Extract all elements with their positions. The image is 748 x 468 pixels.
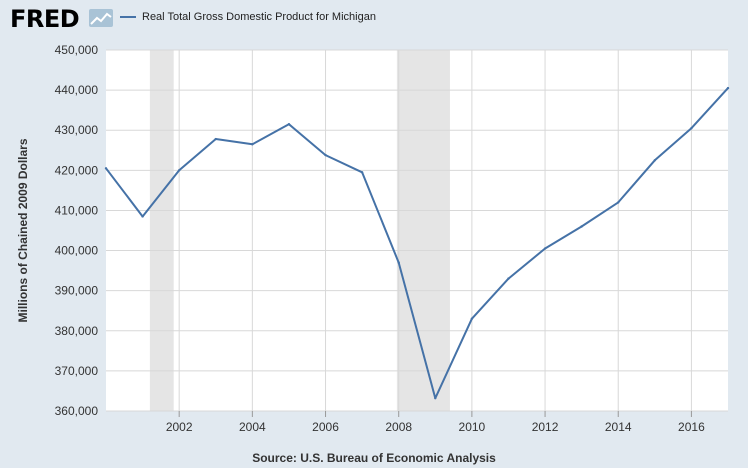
y-tick-label: 380,000 <box>55 324 99 338</box>
gridlines <box>106 49 728 412</box>
x-tick-label: 2004 <box>239 420 266 434</box>
data-point <box>690 127 693 130</box>
legend: Real Total Gross Domestic Product for Mi… <box>120 11 376 23</box>
data-point <box>726 86 730 90</box>
data-point <box>507 277 510 280</box>
y-axis-label: Millions of Chained 2009 Dollars <box>16 138 30 322</box>
y-tick-label: 410,000 <box>55 203 99 217</box>
data-point <box>251 143 254 146</box>
series-line <box>105 87 729 400</box>
recession-band <box>149 50 174 411</box>
x-tick-label: 2008 <box>385 420 412 434</box>
x-tick-label: 2012 <box>532 420 559 434</box>
data-point <box>543 247 547 250</box>
data-point <box>653 159 657 162</box>
y-axis-ticks: 360,000 370,000 380,000 390,000 400,000 410,0… <box>55 43 99 418</box>
y-tick-label: 430,000 <box>55 123 99 137</box>
data-point <box>470 317 474 320</box>
y-tick-label: 450,000 <box>55 43 99 57</box>
y-tick-label: 390,000 <box>55 284 99 298</box>
data-point <box>434 396 437 400</box>
data-point <box>104 167 108 170</box>
y-tick-label: 440,000 <box>55 83 99 97</box>
x-tick-label: 2016 <box>678 420 705 434</box>
header: FRED Real Total Gross Domestic Product f… <box>0 0 748 36</box>
y-tick-label: 420,000 <box>55 163 99 177</box>
x-axis-ticks: 2002 2004 2006 2008 2010 2012 2014 2016 <box>166 411 705 434</box>
data-point <box>324 153 327 157</box>
data-point <box>214 137 217 141</box>
line-chart-badge-icon <box>89 9 113 27</box>
data-point <box>580 225 583 228</box>
x-tick-label: 2010 <box>459 420 486 434</box>
y-tick-label: 400,000 <box>55 244 99 258</box>
data-point <box>177 169 181 172</box>
data-point <box>141 215 144 218</box>
recession-bands <box>149 50 450 411</box>
fred-logo[interactable]: FRED <box>10 5 80 33</box>
y-tick-label: 360,000 <box>55 404 99 418</box>
x-tick-label: 2014 <box>605 420 632 434</box>
legend-swatch <box>120 16 136 19</box>
source-note: Source: U.S. Bureau of Economic Analysis <box>252 451 496 465</box>
x-tick-label: 2002 <box>166 420 193 434</box>
data-point <box>360 171 364 174</box>
data-point <box>287 123 291 126</box>
y-tick-label: 370,000 <box>55 364 99 378</box>
series-points <box>104 86 730 400</box>
x-tick-label: 2006 <box>312 420 339 434</box>
data-point <box>617 201 620 204</box>
data-point <box>397 261 400 264</box>
legend-label: Real Total Gross Domestic Product for Mi… <box>142 11 376 23</box>
